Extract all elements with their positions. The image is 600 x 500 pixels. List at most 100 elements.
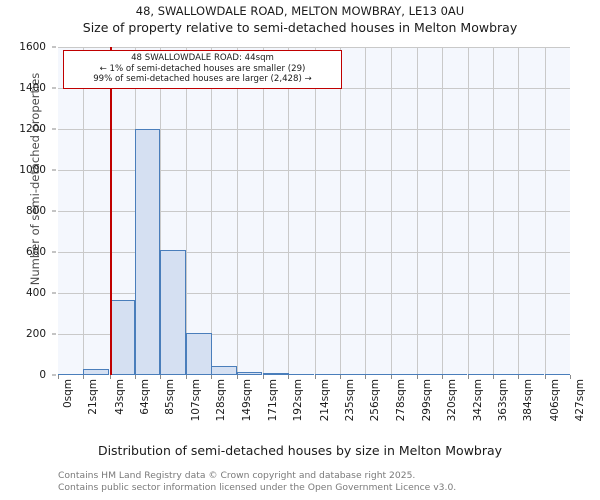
x-axis-tick-mark bbox=[570, 375, 571, 379]
page-title: 48, SWALLOWDALE ROAD, MELTON MOWBRAY, LE… bbox=[135, 4, 465, 18]
y-axis-tick-label: 0 bbox=[39, 369, 46, 381]
x-axis-tick-mark bbox=[441, 375, 443, 379]
x-axis-tick-label: 0sqm bbox=[62, 379, 74, 409]
y-axis-tick-label: 200 bbox=[25, 328, 46, 340]
x-axis-tick-label: 256sqm bbox=[368, 379, 381, 422]
histogram-bar bbox=[186, 333, 212, 375]
x-axis-tick-label: 342sqm bbox=[472, 379, 485, 422]
plot-area: 48 SWALLOWDALE ROAD: 44sqm ← 1% of semi-… bbox=[58, 47, 571, 375]
x-axis-tick-label: 21sqm bbox=[87, 379, 100, 415]
y-axis-tick-mark bbox=[52, 292, 56, 294]
histogram-bar bbox=[544, 374, 571, 375]
y-axis-tick-mark bbox=[52, 333, 56, 335]
gridline-vertical bbox=[339, 47, 341, 375]
histogram-bar bbox=[58, 374, 84, 375]
x-axis-tick-label: 278sqm bbox=[395, 379, 408, 422]
x-axis-tick-label: 128sqm bbox=[215, 379, 228, 422]
histogram-bar bbox=[159, 249, 186, 375]
x-axis-tick-label: 363sqm bbox=[497, 379, 510, 422]
histogram-bar bbox=[134, 129, 161, 375]
bars-layer bbox=[58, 47, 571, 375]
gridline-horizontal bbox=[58, 293, 570, 294]
y-axis-tick-mark bbox=[52, 210, 56, 212]
annotation-line-3: 99% of semi-detached houses are larger (… bbox=[93, 74, 312, 85]
y-axis-tick-label: 1000 bbox=[19, 164, 46, 176]
x-axis-tick-mark bbox=[263, 375, 265, 379]
x-axis-tick-mark bbox=[416, 375, 418, 379]
x-axis-tick-mark bbox=[518, 375, 520, 379]
annotation-layer: 48 SWALLOWDALE ROAD: 44sqm ← 1% of semi-… bbox=[58, 47, 570, 375]
x-axis-tick-mark bbox=[211, 375, 213, 379]
footer-line-2: Contains public sector information licen… bbox=[58, 481, 457, 493]
x-axis-tick-mark bbox=[364, 375, 366, 379]
histogram-bar bbox=[364, 374, 391, 375]
x-axis-tick-label: 171sqm bbox=[267, 379, 280, 422]
x-axis-tick-mark bbox=[109, 375, 111, 379]
x-axis-title: Distribution of semi-detached houses by … bbox=[97, 443, 503, 458]
x-axis-tick-mark bbox=[391, 375, 393, 379]
x-axis-tick-mark bbox=[159, 375, 161, 379]
gridline-vertical bbox=[211, 47, 213, 375]
annotation-line-2: ← 1% of semi-detached houses are smaller… bbox=[99, 63, 306, 74]
gridline-vertical bbox=[493, 47, 495, 375]
histogram-bar bbox=[391, 374, 417, 375]
gridline-vertical bbox=[236, 47, 238, 375]
x-axis-tick-mark bbox=[134, 375, 136, 379]
x-axis-tick-label: 384sqm bbox=[522, 379, 535, 422]
histogram-bar bbox=[263, 372, 289, 375]
histogram-bar bbox=[288, 374, 314, 375]
y-axis-tick-label: 800 bbox=[25, 205, 46, 217]
chart-title-block: 48, SWALLOWDALE ROAD, MELTON MOWBRAY, LE… bbox=[0, 4, 600, 36]
gridline-vertical bbox=[364, 47, 366, 375]
x-axis-tick-label: 406sqm bbox=[548, 379, 561, 422]
chart-subtitle: Size of property relative to semi-detach… bbox=[82, 20, 518, 35]
y-axis-tick-mark bbox=[52, 374, 56, 376]
x-axis-tick-label: 43sqm bbox=[113, 379, 126, 415]
gridline-vertical bbox=[544, 47, 546, 375]
y-axis-tick-mark bbox=[52, 251, 56, 253]
x-axis-tick-mark bbox=[186, 375, 188, 379]
gridline-vertical bbox=[468, 47, 470, 375]
histogram-bar bbox=[83, 369, 109, 375]
gridline-vertical bbox=[288, 47, 290, 375]
x-axis-tick-label: 64sqm bbox=[138, 379, 151, 415]
gridline-vertical bbox=[314, 47, 316, 375]
x-axis-tick-label: 85sqm bbox=[163, 379, 176, 415]
y-axis-tick-label: 1600 bbox=[19, 41, 46, 53]
gridline-vertical bbox=[159, 47, 161, 375]
x-axis-tick-mark bbox=[314, 375, 316, 379]
x-axis-tick-label: 235sqm bbox=[343, 379, 356, 422]
x-axis-tick-label: 192sqm bbox=[292, 379, 305, 422]
gridline-vertical bbox=[391, 47, 393, 375]
gridline-horizontal bbox=[58, 252, 570, 253]
y-axis-tick-mark bbox=[52, 128, 56, 130]
gridline-vertical bbox=[416, 47, 418, 375]
x-axis-tick-label: 427sqm bbox=[574, 379, 586, 422]
y-axis-tick-label: 600 bbox=[25, 246, 46, 258]
x-axis-tick-mark bbox=[493, 375, 495, 379]
y-axis-tick-mark bbox=[52, 87, 56, 89]
annotation-line-1: 48 SWALLOWDALE ROAD: 44sqm bbox=[131, 53, 274, 63]
histogram-bar bbox=[339, 374, 366, 375]
gridline-horizontal bbox=[58, 170, 570, 171]
histogram-bar bbox=[236, 372, 263, 375]
histogram-bar bbox=[518, 374, 545, 375]
histogram-bar bbox=[109, 300, 136, 375]
x-axis-tick-mark bbox=[288, 375, 290, 379]
gridline-vertical bbox=[441, 47, 443, 375]
x-axis-tick-mark bbox=[544, 375, 546, 379]
gridline-vertical bbox=[518, 47, 520, 375]
y-axis-tick-mark bbox=[52, 169, 56, 171]
gridline-horizontal bbox=[58, 334, 570, 335]
y-axis-tick-label: 1400 bbox=[19, 82, 46, 94]
footer-line-1: Contains HM Land Registry data © Crown c… bbox=[58, 470, 416, 481]
gridline-horizontal bbox=[58, 47, 570, 48]
footer-attribution: Contains HM Land Registry data © Crown c… bbox=[58, 470, 456, 493]
gridline-vertical bbox=[186, 47, 188, 375]
histogram-bar bbox=[416, 374, 443, 375]
gridline-vertical bbox=[83, 47, 85, 375]
marker-layer bbox=[58, 47, 570, 375]
histogram-bar bbox=[211, 366, 238, 375]
property-marker-line bbox=[109, 47, 112, 375]
x-axis-tick-mark bbox=[236, 375, 238, 379]
